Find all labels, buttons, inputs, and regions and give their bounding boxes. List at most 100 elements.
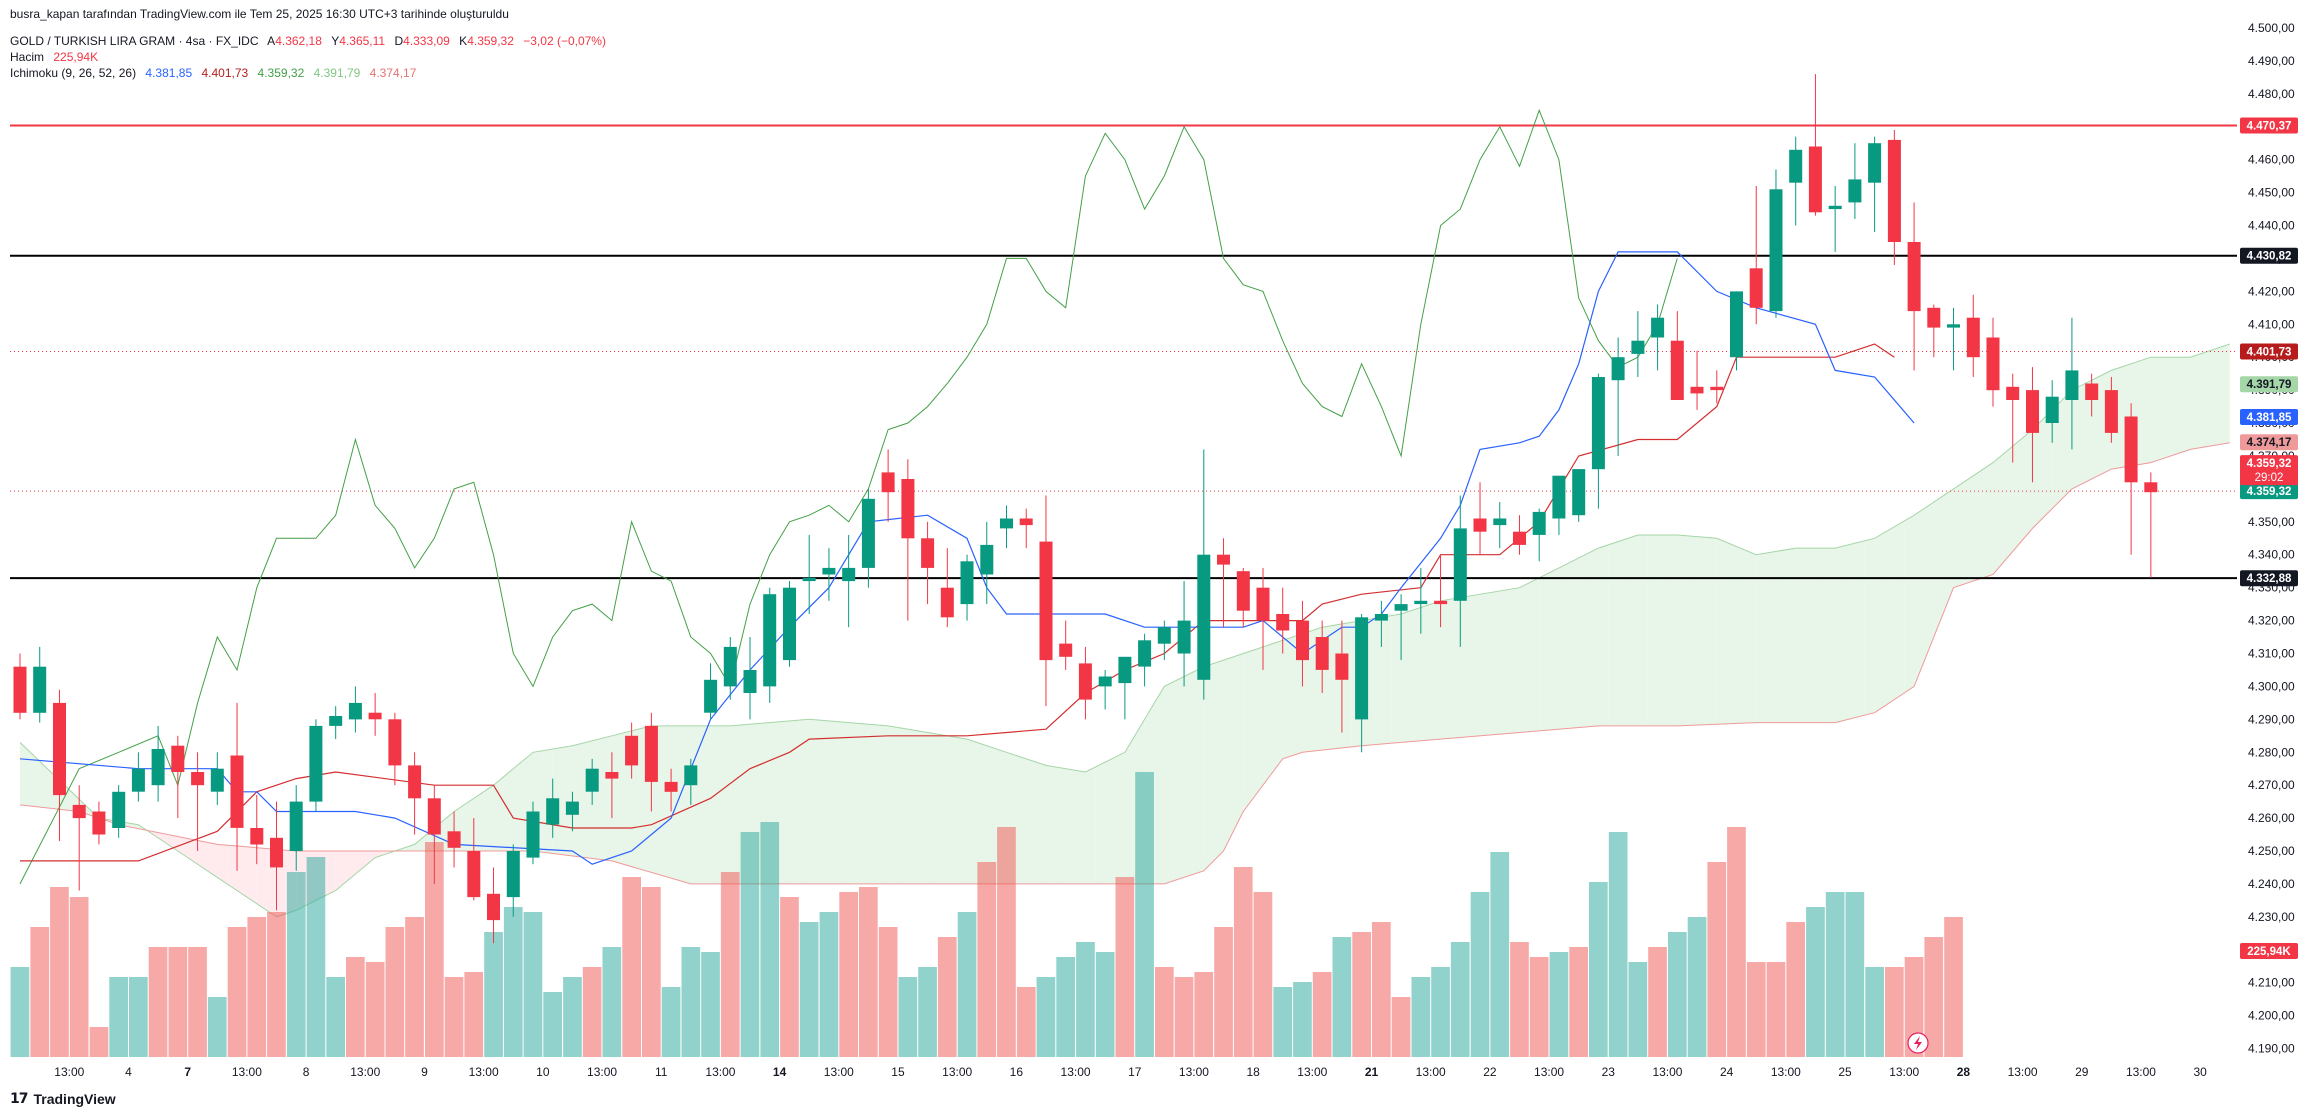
- kumo-segment: [1805, 548, 1816, 723]
- ichimoku-label[interactable]: Ichimoku (9, 26, 52, 26): [10, 66, 137, 80]
- kumo-segment: [1914, 508, 1924, 687]
- volume-bar: [642, 887, 661, 1057]
- candle-body: [1157, 627, 1171, 644]
- kumo-segment: [1549, 567, 1559, 731]
- kumo-segment: [355, 851, 366, 875]
- candle-body: [250, 828, 264, 845]
- kumo-segment: [207, 842, 218, 878]
- symbol-legend[interactable]: GOLD / TURKISH LIRA GRAM · 4sa · FX_IDC …: [10, 33, 612, 49]
- volume-bar: [1845, 892, 1865, 1057]
- volume-bar: [1608, 832, 1628, 1057]
- volume-bar: [306, 857, 326, 1057]
- kumo-segment: [1598, 544, 1609, 726]
- kumo-segment: [1953, 482, 1964, 588]
- x-tick-label: 9: [421, 1065, 428, 1079]
- kumo-segment: [680, 725, 691, 884]
- volume-bar: [1707, 862, 1727, 1057]
- volume-bar: [1746, 962, 1766, 1057]
- candle-body: [625, 735, 639, 766]
- candle-body: [467, 851, 481, 898]
- kumo-segment: [29, 751, 40, 808]
- kumo-segment: [2081, 380, 2092, 484]
- kumo-segment: [957, 737, 968, 884]
- candle-body: [1848, 179, 1862, 203]
- kumo-segment: [1716, 538, 1727, 725]
- price-badge: 4.391,79: [2240, 376, 2298, 393]
- candle-body: [1907, 242, 1921, 312]
- y-tick-label: 4.240,00: [2248, 877, 2295, 891]
- kumo-segment: [1923, 502, 1934, 662]
- candle-body: [960, 561, 974, 605]
- kumo-segment: [473, 791, 484, 852]
- ichimoku-kijun-value: 4.401,73: [201, 66, 249, 80]
- candle-body: [1986, 337, 2000, 391]
- x-tick-label: 25: [1838, 1065, 1852, 1079]
- y-tick-label: 4.290,00: [2248, 712, 2295, 726]
- ichimoku-legend[interactable]: Ichimoku (9, 26, 52, 26) 4.381,85 4.401,…: [10, 65, 422, 81]
- candle-body: [1828, 205, 1842, 210]
- volume-bar: [780, 897, 799, 1057]
- volume-bar: [918, 967, 937, 1057]
- candle-body: [1098, 676, 1112, 687]
- kumo-segment: [493, 776, 504, 852]
- volume-bar: [1095, 952, 1115, 1057]
- kumo-segment: [1983, 462, 1993, 578]
- candle-body: [822, 567, 836, 575]
- kumo-segment: [1657, 534, 1668, 726]
- volume-legend[interactable]: Hacim 225,94K: [10, 49, 104, 65]
- y-tick-label: 4.250,00: [2248, 844, 2295, 858]
- volume-bar: [1885, 967, 1904, 1057]
- candle-body: [1947, 324, 1960, 328]
- kumo-segment: [1627, 534, 1638, 726]
- volume-bar: [1194, 972, 1214, 1057]
- kumo-segment: [1825, 548, 1836, 723]
- price-badge-bg: [2240, 343, 2298, 360]
- kumo-segment: [1815, 548, 1826, 723]
- horizontal-levels[interactable]: [10, 124, 2237, 580]
- senkou-span-a-line: [19, 343, 2230, 918]
- x-tick-label: 13:00: [942, 1065, 972, 1079]
- volume-bar: [1549, 952, 1569, 1057]
- candle-body: [1769, 189, 1783, 312]
- volume-bar: [148, 947, 168, 1057]
- candle-body: [1670, 340, 1684, 400]
- kumo-segment: [1243, 650, 1254, 812]
- volume-bar: [1865, 967, 1884, 1057]
- symbol-title[interactable]: GOLD / TURKISH LIRA GRAM · 4sa · FX_IDC: [10, 34, 259, 48]
- volume-bar: [1174, 977, 1194, 1057]
- kumo-segment: [1993, 454, 2003, 575]
- kumo-segment: [1420, 604, 1431, 741]
- kumo-segment: [1706, 537, 1717, 725]
- last-price-badge-bg: [2240, 455, 2298, 486]
- price-change: −3,02 (−0,07%): [523, 34, 606, 48]
- kumo-segment: [1845, 543, 1855, 721]
- volume-bar: [365, 962, 385, 1057]
- kumo-segment: [414, 836, 425, 852]
- ohlc-high: Y4.365,11: [331, 34, 386, 48]
- kumo-segment: [789, 720, 800, 884]
- price-badges: 4.470,37 4.430,82 4.401,73 4.391,79 4.381,85…: [1907, 117, 2298, 1054]
- volume-bar: [1628, 962, 1648, 1057]
- kumo-segment: [39, 761, 50, 809]
- tradingview-brand[interactable]: 𝟭𝟳 TradingView: [10, 1090, 116, 1107]
- kumo-segment: [1262, 643, 1273, 786]
- kumo-segment: [197, 840, 208, 871]
- candle-body: [644, 725, 658, 782]
- kumo-segment: [217, 844, 228, 884]
- x-tick-label: 17: [1128, 1065, 1142, 1079]
- candle-body: [1887, 139, 1901, 242]
- kumo-segment: [858, 723, 869, 884]
- last-price-text: 4.359,32: [2247, 458, 2292, 470]
- ichimoku-span-b-value: 4.374,17: [369, 66, 417, 80]
- candle-body: [1532, 511, 1546, 535]
- x-tick-label: 21: [1365, 1065, 1379, 1079]
- price-badge: 4.381,85: [2240, 409, 2298, 425]
- kumo-segment: [1509, 587, 1520, 734]
- candle-body: [1868, 143, 1882, 183]
- volume-bar: [543, 992, 562, 1057]
- candle-body: [1138, 640, 1152, 667]
- volume-bar: [267, 912, 286, 1057]
- volume-label[interactable]: Hacim: [10, 50, 45, 64]
- candle-body: [1966, 317, 1980, 358]
